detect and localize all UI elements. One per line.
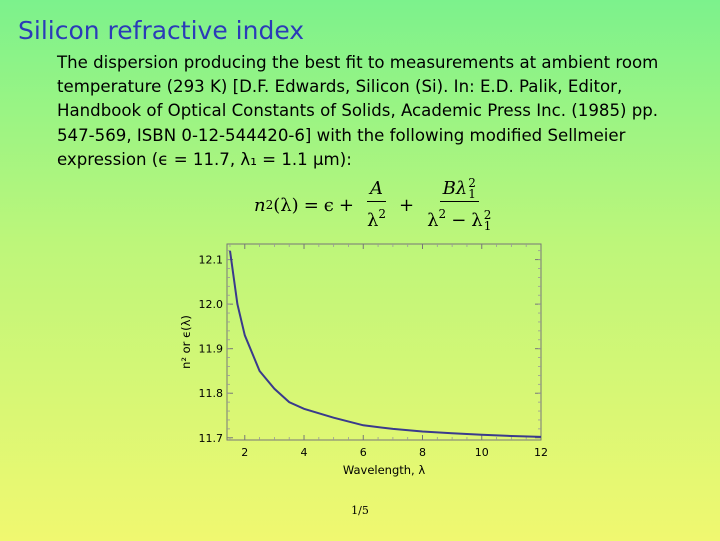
- formula-lhs-exp: 2: [265, 198, 274, 212]
- frac2-den-b-sub: 1: [483, 219, 492, 233]
- dispersion-curve-0: [229, 250, 542, 438]
- y-tick-label-3: 12.0: [199, 298, 224, 311]
- frac2-den-a-exp: 2: [438, 207, 447, 221]
- x-tick-label-1: 4: [301, 446, 308, 459]
- y-tick-label-4: 12.1: [199, 254, 224, 267]
- frac1-den-exp: 2: [378, 207, 387, 221]
- y-axis-label: n² or ϵ(λ): [179, 315, 193, 369]
- frac2-den-a: λ: [427, 210, 439, 231]
- formula-plus-2: +: [399, 194, 415, 216]
- y-tick-label-0: 11.7: [199, 432, 224, 445]
- y-tick-label-1: 11.8: [199, 387, 224, 400]
- x-tick-label-3: 8: [419, 446, 426, 459]
- sellmeier-formula: n 2 (λ) = ϵ + A λ2 + Bλ 2 1 λ2− λ 2 1: [254, 176, 499, 233]
- formula-plus-1: +: [338, 194, 354, 216]
- formula-epsilon: ϵ: [323, 194, 334, 216]
- x-tick-label-4: 10: [475, 446, 489, 459]
- y-tick-label-2: 11.9: [199, 343, 224, 356]
- formula-fraction-2: Bλ 2 1 λ2− λ 2 1: [424, 176, 494, 233]
- page-number: 1/5: [351, 504, 369, 517]
- frac2-minus: −: [451, 210, 467, 231]
- formula-lhs-arg: (λ): [273, 194, 299, 216]
- frac2-num-sub: 1: [468, 187, 476, 201]
- x-tick-label-2: 6: [360, 446, 367, 459]
- x-axis-label: Wavelength, λ: [343, 463, 426, 477]
- frac1-numerator: A: [370, 178, 383, 199]
- x-tick-label-5: 12: [534, 446, 548, 459]
- frac2-den-b: λ: [471, 210, 483, 231]
- frac1-den-base: λ: [366, 210, 379, 231]
- plot-frame: [226, 243, 542, 441]
- formula-lhs-var: n: [254, 194, 266, 216]
- slide-title: Silicon refractive index: [18, 16, 305, 45]
- formula-fraction-1: A λ2: [364, 178, 389, 232]
- formula-equals: =: [303, 194, 319, 216]
- x-tick-label-0: 2: [241, 446, 248, 459]
- frac2-num-sup: 2: [468, 176, 476, 190]
- frac2-den-b-sup: 2: [483, 208, 492, 222]
- body-paragraph: The dispersion producing the best fit to…: [57, 53, 659, 169]
- frac2-num-var: Bλ: [442, 178, 468, 199]
